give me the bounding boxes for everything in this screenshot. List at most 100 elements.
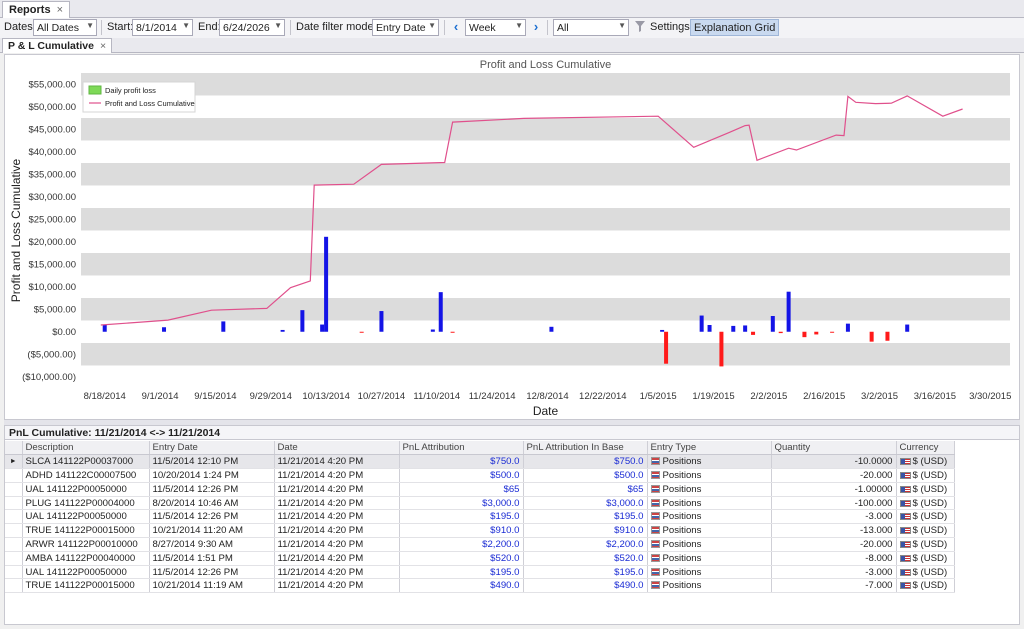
table-cell-text: Positions xyxy=(662,497,702,509)
table-cell: $ (USD) xyxy=(896,523,955,539)
table-row[interactable]: PLUG 141122P00004000 8/20/2014 10:46 AM 11… xyxy=(5,496,955,511)
toolbar-separator xyxy=(290,20,291,35)
chart-panel: Profit and Loss Cumulative $55,000.00 $50,… xyxy=(4,54,1020,420)
previous-period-button[interactable]: ‹ xyxy=(453,19,459,34)
us-flag-icon xyxy=(899,499,911,507)
table-cell: $195.0 xyxy=(399,509,524,525)
next-period-button[interactable]: › xyxy=(533,19,539,34)
table-cell: TRUE 141122P00015000 xyxy=(22,523,150,539)
period-dropdown[interactable]: Week ▼ xyxy=(465,19,526,36)
us-flag-icon xyxy=(899,568,911,576)
tab-reports[interactable]: Reports × xyxy=(2,1,70,18)
chart-band xyxy=(81,73,1010,96)
table-row[interactable]: AMBA 141122P00040000 11/5/2014 1:51 PM 11/… xyxy=(5,551,955,566)
table-cell-text: $ (USD) xyxy=(912,497,948,509)
tab-pnl-cumulative[interactable]: P & L Cumulative × xyxy=(2,38,113,53)
column-header[interactable]: Currency xyxy=(896,441,955,456)
table-row[interactable]: UAL 141122P00050000 11/5/2014 12:26 PM 11/… xyxy=(5,565,955,580)
x-tick-label: 3/2/2015 xyxy=(861,391,898,402)
x-tick-label: 8/18/2014 xyxy=(84,391,126,402)
settings-button[interactable]: Settings xyxy=(650,21,690,33)
x-tick-label: 1/5/2015 xyxy=(640,391,677,402)
chart-title: Profit and Loss Cumulative xyxy=(480,59,611,71)
table-cell: $195.0 xyxy=(399,565,524,580)
legend-entry: Profit and Loss Cumulative xyxy=(105,99,195,108)
close-icon[interactable]: × xyxy=(56,4,63,16)
row-indicator-header xyxy=(5,441,23,456)
chevron-down-icon: ▼ xyxy=(182,21,190,30)
daily-pnl-bar xyxy=(438,292,443,332)
table-cell: $ (USD) xyxy=(896,509,955,525)
table-cell: Positions xyxy=(647,496,772,511)
account-filter-dropdown[interactable]: All ▼ xyxy=(553,19,629,36)
row-indicator xyxy=(5,482,23,497)
column-header[interactable]: Date xyxy=(274,441,400,456)
pnl-chart[interactable]: Profit and Loss Cumulative $55,000.00 $50,… xyxy=(5,55,1019,419)
table-cell: ADHD 141122C00007500 xyxy=(22,468,150,483)
x-tick-label: 3/16/2015 xyxy=(914,391,956,402)
table-cell-text: $ (USD) xyxy=(912,525,948,537)
table-cell-text: Positions xyxy=(662,552,702,564)
column-header[interactable]: PnL Attribution xyxy=(399,441,524,456)
table-row[interactable]: UAL 141122P00050000 11/5/2014 12:26 PM 11/… xyxy=(5,509,955,525)
end-date-value: 6/24/2026 xyxy=(223,22,270,34)
daily-pnl-bar xyxy=(324,236,329,332)
table-cell: 11/5/2014 12:10 PM xyxy=(149,454,275,470)
panel-splitter[interactable] xyxy=(4,420,1020,425)
daily-pnl-bar xyxy=(699,315,704,332)
table-cell: -20.000 xyxy=(771,468,897,483)
close-icon[interactable]: × xyxy=(99,40,107,52)
table-cell-text: Positions xyxy=(662,566,702,578)
daily-pnl-bar xyxy=(814,331,819,335)
table-row[interactable]: UAL 141122P00050000 11/5/2014 12:26 PM 11/… xyxy=(5,482,955,497)
explanation-grid-button[interactable]: Explanation Grid xyxy=(690,19,780,36)
table-cell-text: Positions xyxy=(662,511,702,523)
chart-band xyxy=(81,208,1010,231)
column-header[interactable]: Entry Date xyxy=(149,441,275,456)
column-header[interactable]: Description xyxy=(22,441,150,456)
y-tick-label: $10,000.00 xyxy=(28,282,76,293)
x-tick-label: 12/8/2014 xyxy=(526,391,568,402)
filter-icon[interactable] xyxy=(635,21,645,32)
table-row[interactable]: ARWR 141122P00010000 8/27/2014 9:30 AM 11/… xyxy=(5,537,955,552)
table-cell: 11/21/2014 4:20 PM xyxy=(274,482,400,497)
table-cell: 11/21/2014 4:20 PM xyxy=(274,551,400,566)
us-flag-icon xyxy=(899,471,911,479)
table-cell: 11/21/2014 4:20 PM xyxy=(274,523,400,539)
row-indicator xyxy=(5,468,23,483)
column-header[interactable]: Entry Type xyxy=(647,441,772,456)
y-tick-label: $25,000.00 xyxy=(28,214,76,225)
positions-icon xyxy=(650,539,660,548)
table-cell: $750.0 xyxy=(523,454,648,470)
start-label: Start: xyxy=(107,21,134,33)
end-date-picker[interactable]: 6/24/2026 ▼ xyxy=(219,19,285,36)
chevron-down-icon: ▼ xyxy=(618,21,626,30)
grid-title: PnL Cumulative: 11/21/2014 <-> 11/21/201… xyxy=(5,426,1019,440)
table-row[interactable]: TRUE 141122P00015000 10/21/2014 11:20 AM 1… xyxy=(5,523,955,539)
period-value: Week xyxy=(469,22,496,34)
date-filter-mode-dropdown[interactable]: Entry Date ▼ xyxy=(372,19,439,36)
tab-pnl-label: P & L Cumulative xyxy=(8,40,94,52)
positions-icon xyxy=(650,512,660,521)
table-cell: $3,000.0 xyxy=(399,496,524,511)
table-cell: $910.0 xyxy=(399,523,524,539)
daily-pnl-bar xyxy=(359,331,364,333)
table-row[interactable]: ► SLCA 141122P00037000 11/5/2014 12:10 PM 1… xyxy=(5,454,955,470)
toolbar-separator xyxy=(444,20,445,35)
dates-dropdown[interactable]: All Dates ▼ xyxy=(33,19,97,36)
chart-band xyxy=(81,118,1010,141)
daily-pnl-bar xyxy=(743,325,748,332)
daily-pnl-bar xyxy=(719,331,724,367)
table-cell: -7.000 xyxy=(771,578,897,594)
table-row[interactable]: TRUE 141122P00015000 10/21/2014 11:19 AM 1… xyxy=(5,578,955,594)
y-tick-label: $20,000.00 xyxy=(28,237,76,248)
start-date-picker[interactable]: 8/1/2014 ▼ xyxy=(132,19,193,36)
column-header[interactable]: Quantity xyxy=(771,441,897,456)
table-cell-text: Positions xyxy=(662,580,702,592)
chart-band xyxy=(81,343,1010,366)
table-cell: 11/21/2014 4:20 PM xyxy=(274,496,400,511)
daily-pnl-bar xyxy=(751,331,756,335)
chart-band xyxy=(81,253,1010,276)
table-row[interactable]: ADHD 141122C00007500 10/20/2014 1:24 PM 11… xyxy=(5,468,955,483)
column-header[interactable]: PnL Attribution In Base xyxy=(523,441,648,456)
